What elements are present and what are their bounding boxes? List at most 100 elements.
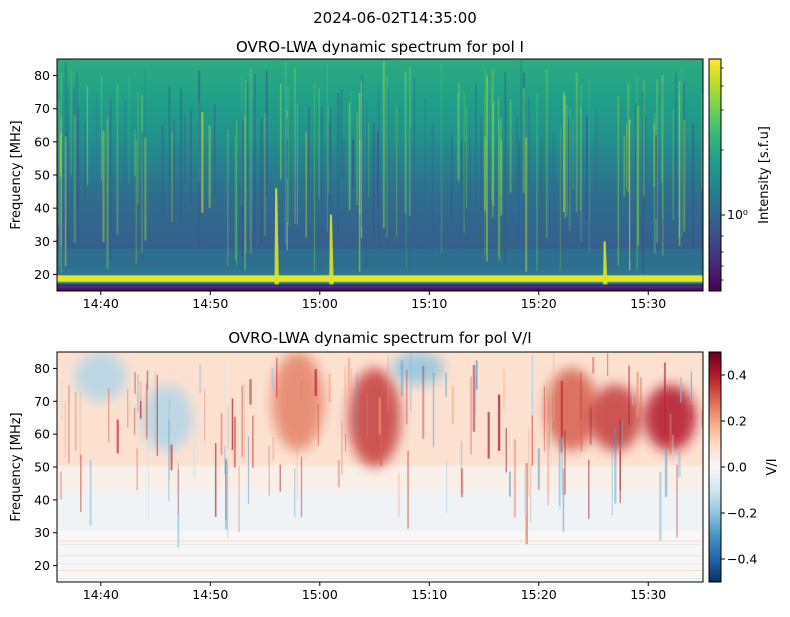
panel-1-streak — [642, 80, 645, 197]
panel-1-streak — [575, 72, 578, 212]
panel-1-streak — [77, 107, 79, 237]
panel-1-streak — [241, 117, 243, 259]
panel-1-streak — [137, 92, 139, 204]
panel-2-streak — [406, 369, 408, 425]
panel-1-streak — [492, 102, 495, 207]
panel-1-streak — [498, 96, 500, 257]
panel-1-streak — [386, 77, 388, 238]
panel-1-streak — [396, 105, 398, 239]
panel-1-streak — [569, 108, 571, 231]
p2-ytick-label-6: 80 — [34, 361, 50, 376]
panel-1-streak — [343, 139, 345, 180]
panel-1-streak — [546, 69, 548, 239]
panel-1-streak — [504, 71, 507, 264]
panel-2-streak — [337, 460, 341, 488]
panel-1-streak — [563, 92, 565, 213]
panel-1-streak — [198, 70, 201, 247]
panel-1-streak — [410, 127, 411, 273]
panel-1-streak — [484, 136, 486, 211]
panel-1-streak — [572, 119, 574, 191]
panel-2-streak — [317, 403, 319, 446]
panel-1-streak — [294, 67, 296, 224]
panel-1-streak — [626, 122, 627, 190]
colorbar-1-bar — [708, 58, 722, 292]
panel-2-heatmap — [57, 352, 703, 582]
panel-2-streak — [133, 407, 136, 435]
panel-2-streak — [659, 471, 662, 541]
panel-1-streak — [683, 82, 685, 196]
panel-1-streak — [566, 105, 568, 216]
panel-1-streak — [683, 119, 686, 232]
panel-1-streak — [318, 88, 320, 200]
panel-2-streak — [387, 354, 389, 411]
panel-1-streak — [214, 104, 216, 195]
panel-1-streak — [405, 134, 407, 269]
panel-2-patch-6 — [140, 384, 193, 451]
panel-2-streak — [470, 376, 472, 455]
panel-2-streak — [380, 425, 383, 466]
panel-2-streak — [531, 415, 533, 466]
panel-2-streak — [79, 391, 81, 460]
panel-2-streak — [231, 398, 234, 451]
panel-2-streak — [445, 373, 447, 397]
panel-1-streak — [265, 70, 268, 198]
panel-2-streak — [170, 444, 173, 471]
panel-2-streak — [268, 445, 270, 496]
panel-2-streak — [347, 357, 351, 405]
panel-1-streak — [244, 115, 246, 270]
colorbar-2-tick-label-0: −0.4 — [727, 552, 757, 567]
panel-1-streak — [201, 112, 204, 213]
panel-2-streak — [225, 458, 228, 530]
panel-2-streak — [671, 434, 674, 465]
p2-xtick-label-4: 15:20 — [521, 587, 557, 602]
panel-2-streak — [546, 379, 547, 451]
p1-xtick-label-3: 15:10 — [411, 296, 447, 311]
panel-1-streak — [480, 116, 483, 212]
panel-1-streak — [279, 83, 282, 180]
panel-1-streak — [637, 106, 640, 246]
panel-2-streak — [238, 466, 240, 533]
panel-1-title: OVRO-LWA dynamic spectrum for pol I — [236, 38, 524, 56]
panel-2-streak — [137, 374, 139, 412]
panel-2-streak — [294, 468, 296, 518]
panel-2-streak — [589, 407, 592, 446]
panel-2-streak — [560, 380, 563, 453]
panel-2-streak — [669, 414, 672, 455]
panel-2-streak — [663, 362, 666, 433]
panel-1-streak — [655, 135, 658, 219]
panel-1-streak — [328, 121, 331, 176]
panel-1-streak — [110, 98, 112, 261]
panel-1-streak — [286, 86, 289, 226]
panel-2-patch-1 — [348, 368, 401, 468]
panel-1-streak — [285, 62, 287, 245]
panel-2-streak — [168, 419, 170, 502]
panel-2-streak — [193, 423, 196, 478]
panel-2-streak — [366, 393, 368, 437]
panel-1-streak — [518, 141, 520, 244]
panel-2-streak — [168, 400, 170, 481]
panel-1-streak — [409, 67, 411, 216]
panel-2-streak — [272, 437, 275, 460]
panel-1-streak — [180, 89, 182, 223]
panel-2-streak — [550, 386, 552, 466]
panel-2-streak — [145, 383, 148, 440]
panel-2-streak — [580, 388, 583, 452]
panel-1-streak — [348, 102, 351, 211]
panel-2-streak — [460, 468, 464, 497]
panel-1-streak — [460, 141, 463, 251]
panel-2-streak — [537, 448, 540, 490]
panel-1-streak — [672, 108, 674, 220]
panel-2-streak — [147, 370, 149, 390]
panel-1-streak — [588, 78, 590, 252]
panel-1-streak — [340, 89, 343, 177]
colorbar-1-ticks — [721, 67, 725, 281]
panel-1-streak — [586, 116, 588, 222]
panel-1-streak — [58, 98, 61, 267]
panel-2-streak — [628, 365, 630, 426]
panel-1-streak — [675, 72, 677, 211]
p1-xtick-label-4: 15:20 — [521, 296, 557, 311]
panel-1-burst-2 — [602, 241, 608, 285]
colorbar-2-ticks: −0.4 −0.2 0.0 0.2 0.4 — [721, 368, 757, 567]
panel-2-streak — [64, 402, 66, 458]
panel-2-streak — [134, 372, 136, 394]
